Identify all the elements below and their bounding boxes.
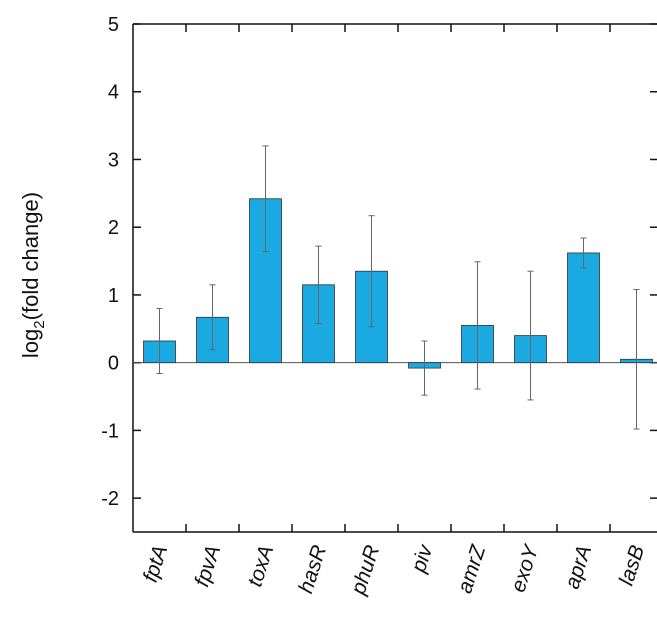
x-tick-label: lasB xyxy=(615,542,650,588)
y-tick-label: 3 xyxy=(108,149,119,171)
error-bar xyxy=(209,284,216,351)
y-tick-label: 2 xyxy=(108,217,119,239)
y-axis-label: log2(fold change) xyxy=(18,192,48,358)
error-bar xyxy=(368,215,375,328)
x-tick-label: exoY xyxy=(507,541,544,596)
y-label-rest: (fold change) xyxy=(18,192,43,320)
bar xyxy=(567,252,600,364)
error-bar xyxy=(421,340,428,396)
error-bar xyxy=(156,307,163,375)
x-tick-label: amrZ xyxy=(453,541,490,596)
x-tick-label: fptA xyxy=(139,542,172,585)
error-bar xyxy=(262,145,269,253)
error-bar xyxy=(633,289,640,430)
x-tick-label: toxA xyxy=(243,542,278,589)
error-bar xyxy=(527,270,534,401)
error-bar xyxy=(580,237,587,269)
y-tick-label: 5 xyxy=(108,14,119,36)
error-bar xyxy=(474,261,481,390)
y-label-sub: 2 xyxy=(31,320,48,328)
y-tick-label: 1 xyxy=(108,285,119,307)
x-tick-label: fpvA xyxy=(190,542,225,589)
y-tick-label: 0 xyxy=(108,353,119,375)
x-tick-label: hasR xyxy=(294,542,331,596)
y-tick-label: -2 xyxy=(101,488,119,510)
x-tick-label: aprA xyxy=(561,542,597,591)
y-label-base: log xyxy=(18,329,43,358)
x-tick-label: phuR xyxy=(347,542,385,598)
x-tick-label: piv xyxy=(407,541,438,576)
y-tick-label: 4 xyxy=(108,82,119,104)
y-tick-label: -1 xyxy=(101,420,119,442)
error-bar xyxy=(315,245,322,324)
